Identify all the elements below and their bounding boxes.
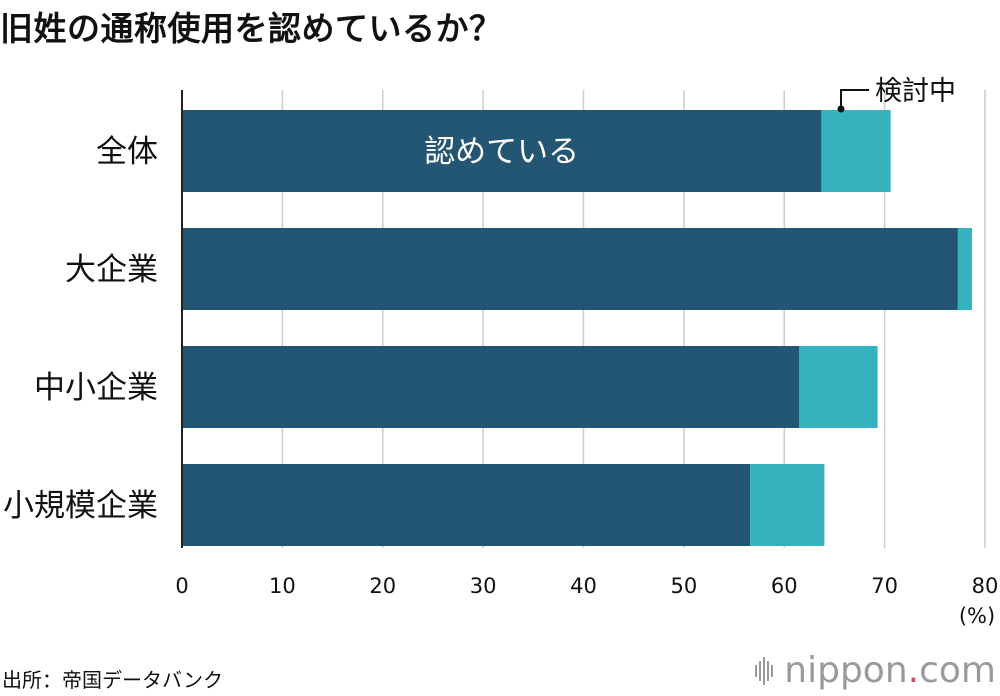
brand-logo: nippon. com [754, 650, 996, 691]
bar-considering [750, 464, 825, 546]
brand-tld: com [919, 650, 996, 691]
x-tick-label: 60 [771, 574, 798, 598]
series-label-considering: 検討中 [875, 76, 956, 107]
bars [182, 110, 972, 546]
bar-approved [182, 228, 958, 310]
x-tick-label: 20 [369, 574, 396, 598]
nippon-logo-icon [755, 656, 774, 685]
bar-approved [182, 346, 800, 428]
x-tick-label: 70 [871, 574, 898, 598]
bar-approved [182, 110, 822, 192]
x-tick-label: 10 [269, 574, 296, 598]
category-label: 大企業 [65, 252, 158, 288]
bar-considering [821, 110, 891, 192]
x-tick-label: 0 [175, 574, 188, 598]
bar-considering [799, 346, 878, 428]
chart-title: 旧姓の通称使用を認めているか？ [0, 9, 503, 48]
x-tick-label: 80 [972, 574, 999, 598]
series-label-approved: 認めている [424, 134, 579, 170]
x-tick-label: 30 [470, 574, 497, 598]
brand-dot: . [907, 650, 920, 691]
callout-dot [837, 105, 845, 113]
source-note: 出所：帝国データバンク [2, 668, 223, 692]
x-tick-labels: 0 10 20 30 40 50 60 70 80 [175, 574, 998, 598]
bar-approved [182, 464, 751, 546]
callout-leader-line [840, 89, 870, 109]
bar-considering [957, 228, 972, 310]
x-tick-label: 40 [570, 574, 597, 598]
category-label: 小規模企業 [3, 488, 158, 524]
category-label: 全体 [96, 134, 158, 170]
category-label: 中小企業 [34, 370, 158, 406]
x-axis-unit: (%) [959, 604, 995, 628]
brand-name: nippon [784, 650, 908, 691]
x-tick-label: 50 [671, 574, 698, 598]
